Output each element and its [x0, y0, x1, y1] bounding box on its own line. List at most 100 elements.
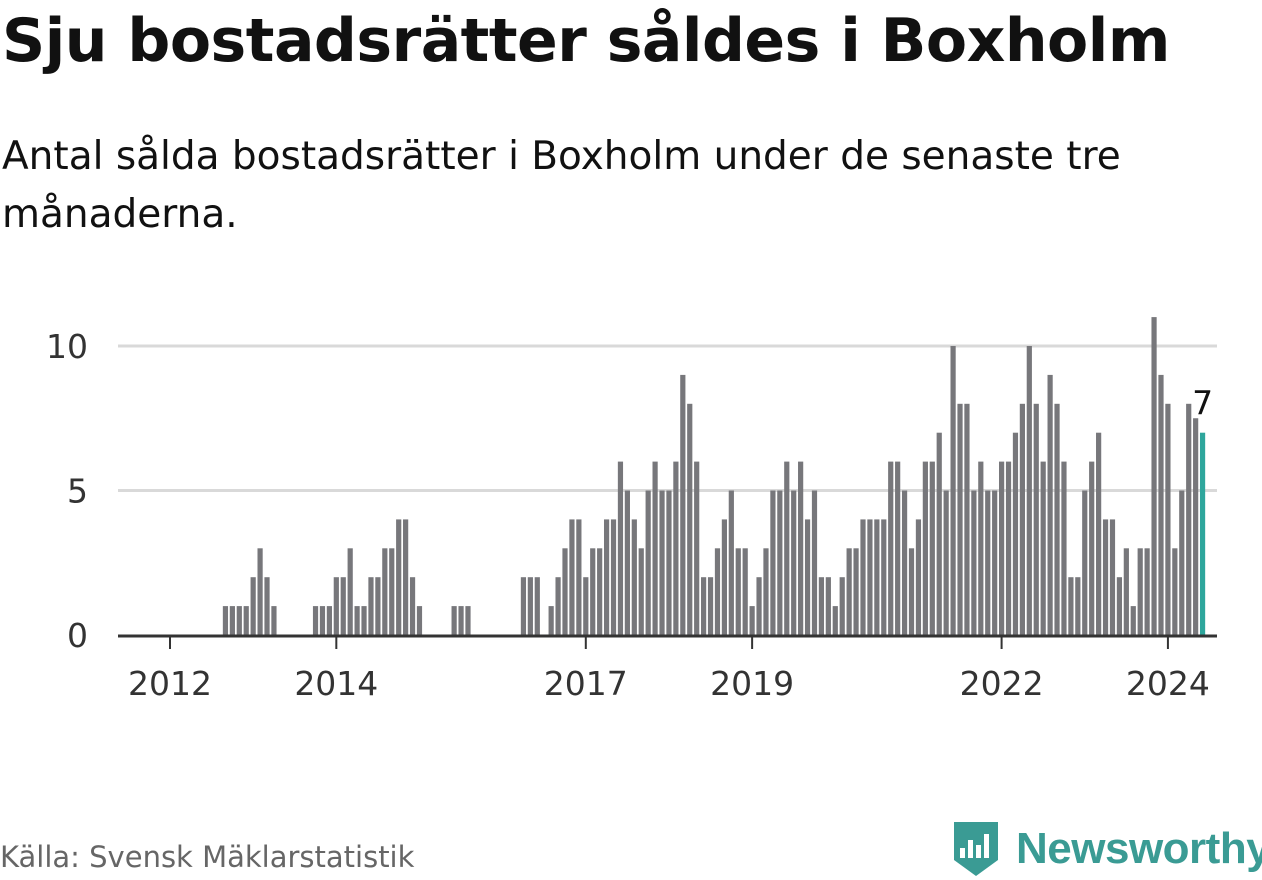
bar	[555, 577, 561, 635]
bar	[770, 490, 776, 635]
bar	[264, 577, 270, 635]
bar	[652, 461, 658, 635]
bar	[250, 577, 256, 635]
bar	[610, 519, 617, 635]
bar	[396, 519, 402, 635]
bar	[340, 577, 346, 635]
bar	[1144, 548, 1150, 635]
bar	[888, 461, 894, 635]
bar	[798, 461, 804, 635]
bar	[569, 519, 575, 635]
bar	[1123, 548, 1129, 635]
bar	[333, 577, 339, 635]
bar	[846, 548, 852, 635]
bar	[375, 577, 381, 635]
bar	[583, 577, 589, 635]
bar	[527, 577, 533, 635]
bar	[673, 461, 679, 635]
bar	[749, 606, 755, 635]
bar	[687, 403, 693, 635]
y-tick-label: 0	[67, 616, 88, 655]
bar	[936, 432, 942, 635]
bar	[985, 490, 991, 635]
bar	[895, 461, 901, 635]
bar	[236, 606, 242, 635]
bar	[721, 519, 727, 635]
bar	[777, 490, 783, 635]
bar	[1151, 317, 1157, 635]
bar	[617, 461, 624, 635]
bar	[791, 490, 797, 635]
bar	[784, 461, 790, 635]
bar	[901, 490, 908, 635]
bar	[1068, 577, 1074, 635]
bar	[1179, 490, 1185, 635]
x-axis-ticks: 2012 2014 2017 2019 2022 2024	[128, 637, 1210, 703]
chart-subtitle: Antal sålda bostadsrätter i Boxholm unde…	[2, 134, 1121, 237]
bar	[416, 606, 423, 635]
x-tick-label: 2012	[128, 664, 212, 703]
bar	[562, 548, 568, 635]
bar	[1193, 418, 1199, 635]
bar	[964, 403, 970, 635]
bar	[347, 548, 353, 635]
bar	[548, 606, 554, 635]
bar	[874, 519, 880, 635]
newsworthy-brand-name: Newsworthy	[1016, 824, 1262, 873]
bar	[257, 548, 263, 635]
bar	[1130, 606, 1136, 635]
bar	[957, 403, 963, 635]
bar	[818, 577, 825, 635]
bar	[659, 490, 665, 635]
highlight-value-label: 7	[1192, 384, 1213, 423]
newsworthy-logo: Newsworthy	[950, 818, 1262, 880]
bar	[1047, 374, 1053, 635]
bar	[999, 461, 1005, 635]
bar	[624, 490, 630, 635]
bar	[728, 490, 734, 635]
bar	[839, 577, 845, 635]
bar	[465, 606, 471, 635]
bar	[680, 374, 686, 635]
bar	[1102, 519, 1109, 635]
bar	[943, 490, 949, 635]
bar	[222, 606, 229, 635]
bar	[929, 461, 935, 635]
x-tick-label: 2019	[710, 664, 794, 703]
bar	[701, 577, 707, 635]
bar	[992, 490, 998, 635]
bar	[638, 548, 644, 635]
bar	[867, 519, 873, 635]
bar	[458, 606, 464, 635]
bar	[714, 548, 721, 635]
bar	[1040, 461, 1046, 635]
bar	[576, 519, 582, 635]
bar	[1061, 461, 1067, 635]
bar	[590, 548, 596, 635]
x-tick-label: 2014	[294, 664, 378, 703]
bar	[361, 606, 367, 635]
bar	[908, 548, 915, 635]
bar-highlight	[1199, 432, 1206, 635]
bar	[881, 519, 887, 635]
y-tick-label: 5	[67, 472, 88, 511]
bar	[832, 606, 838, 635]
bar	[326, 606, 332, 635]
source-note: Källa: Svensk Mäklarstatistik	[0, 840, 415, 874]
bar	[1158, 374, 1164, 635]
bar	[763, 548, 769, 635]
bar	[368, 577, 374, 635]
bar	[312, 606, 319, 635]
bar	[451, 606, 457, 635]
bar	[1116, 577, 1123, 635]
x-tick-label: 2024	[1126, 664, 1210, 703]
bars	[222, 317, 1206, 635]
bar	[804, 519, 811, 635]
chart-title: Sju bostadsrätter såldes i Boxholm	[2, 6, 1170, 76]
bar	[1137, 548, 1143, 635]
bar	[520, 577, 527, 635]
bar	[1005, 461, 1012, 635]
bar	[978, 461, 984, 635]
x-tick-label: 2017	[544, 664, 628, 703]
bar	[853, 548, 859, 635]
